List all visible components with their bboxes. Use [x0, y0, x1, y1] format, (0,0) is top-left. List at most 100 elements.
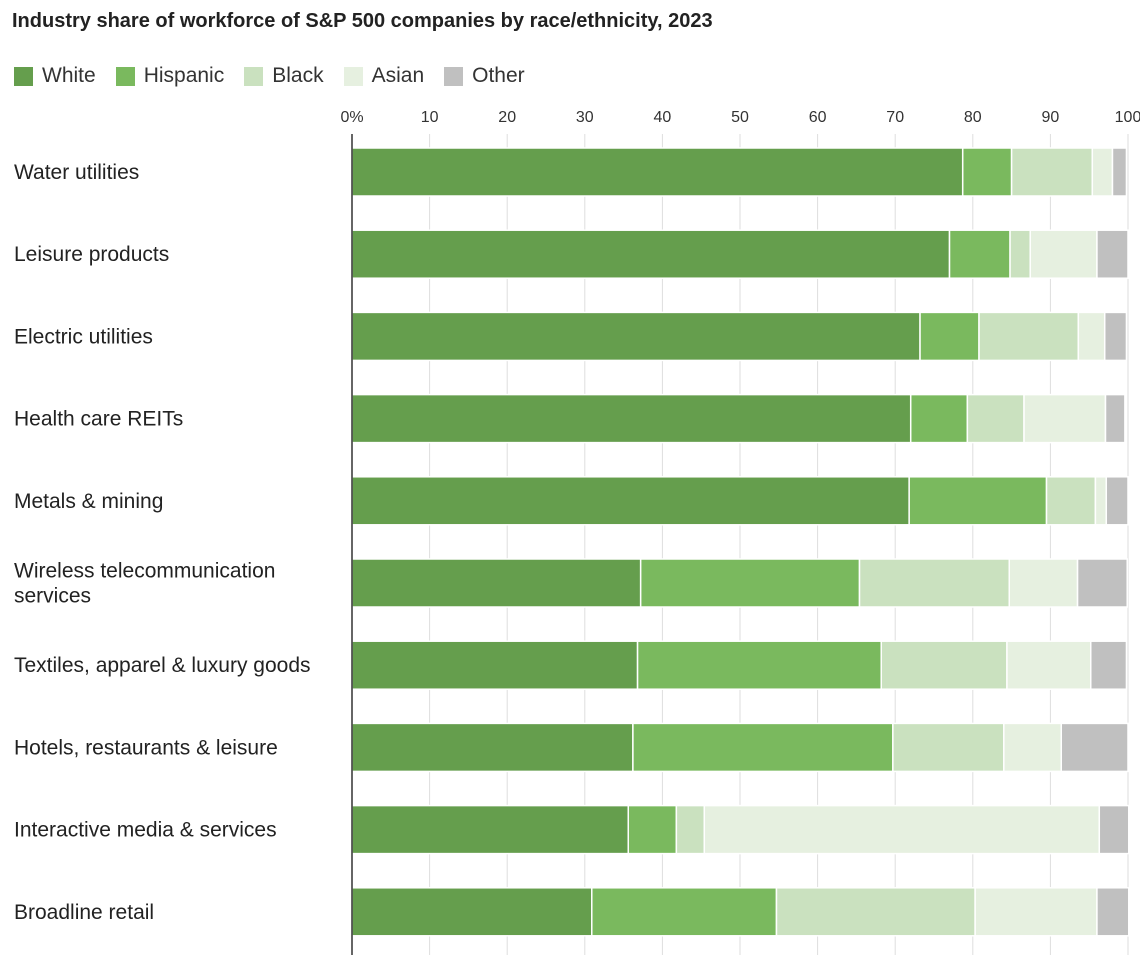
x-tick-label: 40 [654, 109, 672, 126]
category-label-line: Textiles, apparel & luxury goods [14, 654, 311, 677]
bar-segment-hispanic [909, 393, 969, 444]
category-label-line: Electric utilities [14, 325, 153, 348]
chart-title: Industry share of workforce of S&P 500 c… [12, 10, 713, 32]
bar-segment-black [675, 804, 706, 855]
bar-segment-other [1076, 558, 1128, 608]
bar-segment-asian [703, 804, 1101, 855]
bar-segment-asian [1094, 476, 1108, 526]
category-label: Broadline retail [14, 901, 154, 924]
bar-segment-white [351, 393, 912, 444]
bar-segment-other [1105, 476, 1129, 526]
bar-segment-asian [1091, 147, 1114, 197]
bar-segment-other [1096, 229, 1129, 279]
legend-item-white: White [14, 64, 96, 88]
bar-segment-other [1111, 147, 1128, 197]
category-label-line: services [14, 585, 91, 608]
bar-segment-asian [1003, 722, 1063, 773]
category-label: Health care REITs [14, 408, 183, 431]
legend-swatch [115, 66, 135, 86]
x-tick-label: 20 [498, 109, 516, 126]
category-label-line: Health care REITs [14, 408, 183, 431]
bar-segment-other [1104, 393, 1126, 444]
legend: White Hispanic Black Asian Other [14, 64, 545, 88]
bar-segment-other [1096, 887, 1130, 937]
category-label: Electric utilities [14, 325, 153, 348]
bar-segment-black [858, 558, 1011, 608]
bar-segment-black [775, 887, 976, 937]
legend-label: Other [472, 64, 525, 87]
category-label: Water utilities [14, 161, 139, 184]
bar-segment-hispanic [961, 147, 1013, 197]
bar-segment-asian [1029, 229, 1098, 279]
bar-segment-white [351, 804, 630, 855]
bar-segment-black [880, 640, 1008, 690]
x-tick-label: 10 [421, 109, 439, 126]
legend-label: Hispanic [143, 64, 225, 87]
x-tick-label: 100 [1115, 109, 1140, 126]
bar-segment-white [351, 147, 964, 197]
bar-segment-other [1090, 640, 1128, 690]
bar-segment-black [978, 311, 1080, 362]
legend-swatch [444, 66, 464, 86]
category-label-line: Metals & mining [14, 490, 163, 513]
legend-label: Black [272, 64, 324, 87]
bar-segment-black [1009, 229, 1031, 279]
category-label-line: Interactive media & services [14, 819, 277, 842]
legend-swatch [14, 66, 33, 86]
bar-segment-white [351, 311, 921, 362]
bar-segment-hispanic [908, 476, 1048, 526]
legend-item-other: Other [444, 64, 525, 88]
legend-item-hispanic: Hispanic [115, 64, 225, 88]
bar-segment-hispanic [627, 804, 678, 855]
bar-segment-white [351, 229, 951, 279]
category-label-line: Hotels, restaurants & leisure [14, 736, 278, 759]
bar-segment-hispanic [948, 229, 1011, 279]
bar-segment-black [966, 393, 1025, 444]
legend-swatch [343, 66, 363, 86]
bar-segment-black [1045, 476, 1097, 526]
bar-segment-hispanic [919, 311, 980, 362]
bar-segment-asian [1006, 640, 1092, 690]
bar-segment-hispanic [636, 640, 882, 690]
category-label: Interactive media & services [14, 819, 277, 842]
category-label: Textiles, apparel & luxury goods [14, 654, 311, 677]
bar-segment-other [1103, 311, 1128, 362]
legend-item-asian: Asian [343, 64, 425, 88]
category-label: Metals & mining [14, 490, 163, 513]
bar-segment-white [351, 558, 642, 608]
bar-segment-hispanic [632, 722, 894, 773]
bar-segment-asian [974, 887, 1098, 937]
category-label-line: Leisure products [14, 243, 169, 266]
legend-swatch [244, 66, 264, 86]
x-tick-label: 30 [576, 109, 594, 126]
x-tick-label: 0% [340, 109, 363, 126]
bar-segment-white [351, 887, 593, 937]
x-tick-label: 90 [1042, 109, 1060, 126]
x-tick-label: 60 [809, 109, 827, 126]
x-tick-label: 80 [964, 109, 982, 126]
category-label: Leisure products [14, 243, 169, 266]
category-label: Hotels, restaurants & leisure [14, 736, 278, 759]
x-tick-label: 50 [731, 109, 749, 126]
legend-item-black: Black [244, 64, 324, 88]
bar-segment-other [1060, 722, 1129, 773]
category-label-line: Broadline retail [14, 901, 154, 924]
bar-segment-other [1098, 804, 1130, 855]
bar-segment-black [1010, 147, 1094, 197]
bar-segment-asian [1008, 558, 1079, 608]
bar-segment-hispanic [591, 887, 778, 937]
legend-label: White [42, 64, 96, 87]
legend-label: Asian [371, 64, 425, 87]
bar-segment-hispanic [639, 558, 861, 608]
bar-segment-asian [1077, 311, 1106, 362]
bar-segment-asian [1023, 393, 1107, 444]
bar-segment-white [351, 476, 910, 526]
x-tick-label: 70 [886, 109, 904, 126]
category-label-line: Wireless telecommunication [14, 560, 275, 583]
bar-segment-white [351, 640, 639, 690]
category-label: Wireless telecommunication services [14, 560, 275, 608]
bar-segment-black [892, 722, 1005, 773]
category-label-line: Water utilities [14, 161, 139, 184]
bar-segment-white [351, 722, 634, 773]
